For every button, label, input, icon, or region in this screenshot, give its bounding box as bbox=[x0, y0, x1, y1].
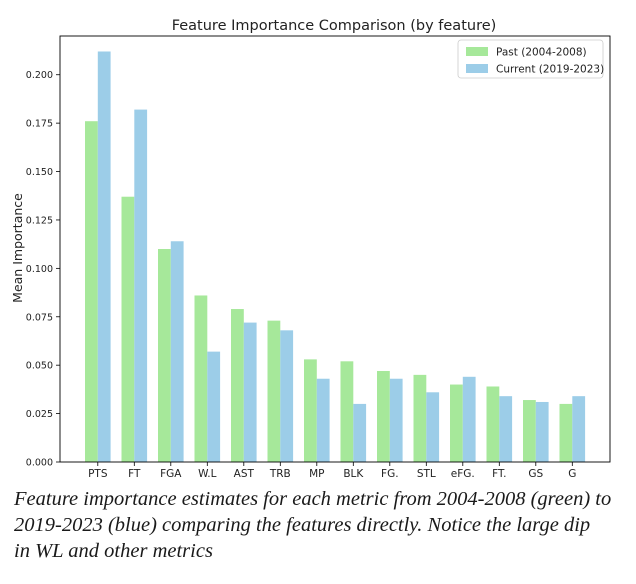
bar-mp-series-1 bbox=[304, 359, 317, 462]
legend-swatch bbox=[466, 64, 488, 73]
chart-title: Feature Importance Comparison (by featur… bbox=[172, 18, 497, 34]
x-tick-label: FGA bbox=[160, 468, 182, 480]
bar-trb-series-1 bbox=[267, 320, 281, 462]
x-tick-label: eFG. bbox=[451, 468, 475, 480]
bar-g-series-2 bbox=[572, 396, 586, 462]
x-tick-label: AST bbox=[234, 468, 255, 480]
x-tick-label: GS bbox=[528, 468, 543, 480]
bar-gs-series-1 bbox=[523, 400, 536, 462]
y-tick-label: 0.100 bbox=[26, 264, 53, 275]
bar-blk-series-2 bbox=[353, 403, 367, 462]
x-tick-label: W.L bbox=[198, 468, 217, 480]
bar-fga-series-1 bbox=[158, 249, 171, 462]
x-tick-label: BLK bbox=[343, 468, 364, 480]
bar-fga-series-2 bbox=[170, 241, 184, 462]
axis-ticks: 0.000 0.025 0.050 0.075 0.100 0.125 0.150 0.175… bbox=[26, 70, 577, 480]
bar-g-series-1 bbox=[559, 403, 573, 462]
feature-importance-chart: Feature Importance Comparison (by featur… bbox=[10, 18, 611, 480]
bar-mp-series-2 bbox=[316, 378, 330, 462]
bar-ft-series-2 bbox=[134, 109, 148, 462]
x-tick-label: G bbox=[568, 468, 576, 480]
bar-wl-series-1 bbox=[194, 295, 208, 462]
bar-wl-series-2 bbox=[207, 351, 221, 462]
caption-line-1: Feature importance estimates for each me… bbox=[14, 488, 612, 510]
x-tick-label: FT. bbox=[492, 468, 506, 480]
x-tick-label: STL bbox=[417, 468, 436, 480]
y-tick-label: 0.175 bbox=[26, 119, 53, 130]
legend: Past (2004-2008) Current (2019-2023) bbox=[457, 39, 604, 79]
x-tick-label: FG. bbox=[381, 468, 399, 480]
bar-ft-series-1 bbox=[121, 196, 135, 462]
x-tick-label: MP bbox=[309, 468, 324, 480]
y-tick-label: 0.200 bbox=[26, 70, 53, 81]
caption-line-3: in WL and other metrics bbox=[14, 540, 213, 562]
y-tick-label: 0.125 bbox=[26, 215, 53, 226]
y-tick-label: 0.150 bbox=[26, 167, 53, 178]
x-tick-label: PTS bbox=[88, 468, 108, 480]
bar-fg-series-2 bbox=[389, 378, 403, 462]
figure-caption: Feature importance estimates for each me… bbox=[14, 486, 626, 564]
bar-stl-series-1 bbox=[413, 374, 427, 462]
bar-efg-series-1 bbox=[450, 384, 463, 462]
legend-label: Current (2019-2023) bbox=[496, 64, 604, 76]
bars-group bbox=[85, 51, 586, 463]
bar-ast-series-1 bbox=[231, 309, 244, 462]
bar-pts-series-2 bbox=[97, 51, 111, 463]
bar-ast-series-2 bbox=[243, 322, 257, 462]
bar-trb-series-2 bbox=[280, 330, 294, 462]
y-tick-label: 0.000 bbox=[26, 458, 53, 469]
y-axis-label: Mean Importance bbox=[10, 193, 25, 303]
bar-efg-series-2 bbox=[462, 376, 476, 462]
bar-ft-series-2 bbox=[499, 396, 513, 462]
y-tick-label: 0.050 bbox=[26, 361, 53, 372]
bar-ft-series-1 bbox=[486, 386, 500, 462]
x-tick-label: TRB bbox=[269, 468, 291, 480]
legend-swatch bbox=[466, 47, 488, 56]
x-tick-label: FT bbox=[128, 468, 141, 480]
bar-gs-series-2 bbox=[535, 401, 549, 462]
legend-box bbox=[457, 39, 604, 79]
legend-label: Past (2004-2008) bbox=[496, 47, 587, 59]
bar-blk-series-1 bbox=[340, 361, 354, 462]
bar-fg-series-1 bbox=[377, 370, 390, 462]
bar-pts-series-1 bbox=[85, 121, 98, 462]
y-tick-label: 0.075 bbox=[26, 312, 53, 323]
plot-frame bbox=[59, 35, 611, 463]
y-tick-label: 0.025 bbox=[26, 409, 53, 420]
caption-line-2: 2019-2023 (blue) comparing the features … bbox=[14, 514, 591, 536]
bar-stl-series-2 bbox=[426, 392, 440, 462]
